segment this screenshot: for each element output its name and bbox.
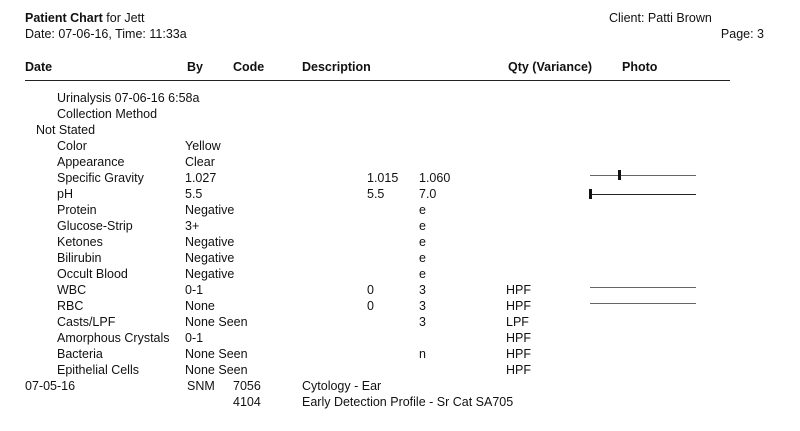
result-name: Occult Blood: [57, 267, 128, 281]
result-low: 5.5: [367, 187, 385, 201]
result-high: 3: [419, 283, 426, 297]
result-name: pH: [57, 187, 73, 201]
result-unit: HPF: [506, 347, 531, 361]
result-high: e: [419, 203, 426, 217]
column-header-qty: Qty (Variance): [508, 60, 593, 74]
result-name: Bilirubin: [57, 251, 102, 265]
result-value: None Seen: [185, 363, 248, 377]
result-value: Negative: [185, 203, 235, 217]
header-divider: [25, 80, 730, 81]
result-unit: HPF: [506, 363, 531, 377]
result-value: Negative: [185, 235, 235, 249]
page-number: Page: 3: [720, 27, 764, 41]
result-name: Amorphous Crystals: [57, 331, 170, 345]
result-name: Specific Gravity: [57, 171, 144, 185]
result-low: 0: [367, 299, 374, 313]
entry-description: Early Detection Profile - Sr Cat SA705: [302, 395, 514, 409]
result-high: e: [419, 267, 426, 281]
report-title-bold: Patient Chart: [25, 11, 103, 25]
result-value: 3+: [185, 219, 200, 233]
result-name: Ketones: [57, 235, 103, 249]
result-value: 5.5: [185, 187, 203, 201]
result-value: None Seen: [185, 347, 248, 361]
result-name: Glucose-Strip: [57, 219, 133, 233]
result-high: 3: [419, 315, 426, 329]
range-bar: [590, 303, 696, 304]
result-value: Yellow: [185, 139, 221, 153]
result-name: WBC: [57, 283, 87, 297]
entry-by: SNM: [187, 379, 215, 393]
patient-name: for Jett: [102, 11, 145, 25]
result-value: None Seen: [185, 315, 248, 329]
result-value: Negative: [185, 267, 235, 281]
result-name: Protein: [57, 203, 97, 217]
entry-code: 4104: [233, 395, 261, 409]
result-unit: HPF: [506, 283, 531, 297]
client-name: Client: Patti Brown: [609, 11, 712, 25]
column-header-photo: Photo: [622, 60, 658, 74]
result-name: Bacteria: [57, 347, 103, 361]
result-value: Negative: [185, 251, 235, 265]
result-value: 0-1: [185, 283, 204, 297]
range-marker: [617, 170, 621, 180]
result-name: Epithelial Cells: [57, 363, 139, 377]
column-header-date: Date: [25, 60, 53, 74]
collection-method-value: Not Stated: [36, 123, 96, 137]
result-high: 3: [419, 299, 426, 313]
result-high: n: [419, 347, 426, 361]
entry-date: 07-05-16: [25, 379, 76, 393]
result-high: e: [419, 251, 426, 265]
range-marker: [589, 189, 592, 199]
result-name: Casts/LPF: [57, 315, 116, 329]
range-bar: [590, 287, 696, 288]
entry-description: Cytology - Ear: [302, 379, 382, 393]
column-header-description: Description: [302, 60, 371, 74]
result-low: 1.015: [367, 171, 399, 185]
result-low: 0: [367, 283, 374, 297]
result-unit: HPF: [506, 331, 531, 345]
result-name: Appearance: [57, 155, 125, 169]
range-bar: [590, 194, 696, 195]
collection-method-label: Collection Method: [57, 107, 158, 121]
result-unit: LPF: [506, 315, 529, 329]
result-high: 7.0: [419, 187, 437, 201]
result-high: e: [419, 235, 426, 249]
result-value: None: [185, 299, 215, 313]
column-header-code: Code: [233, 60, 265, 74]
result-value: 1.027: [185, 171, 217, 185]
result-name: RBC: [57, 299, 84, 313]
report-title: Patient Chart for Jett: [25, 11, 144, 26]
entry-code: 7056: [233, 379, 261, 393]
result-high: 1.060: [419, 171, 451, 185]
lab-title: Urinalysis 07-06-16 6:58a: [57, 91, 200, 105]
column-header-by: By: [187, 60, 203, 74]
result-high: e: [419, 219, 426, 233]
result-name: Color: [57, 139, 87, 153]
report-date: Date: 07-06-16, Time: 11:33a: [25, 27, 187, 41]
result-value: 0-1: [185, 331, 204, 345]
result-unit: HPF: [506, 299, 531, 313]
result-value: Clear: [185, 155, 215, 169]
range-bar: [590, 175, 696, 176]
